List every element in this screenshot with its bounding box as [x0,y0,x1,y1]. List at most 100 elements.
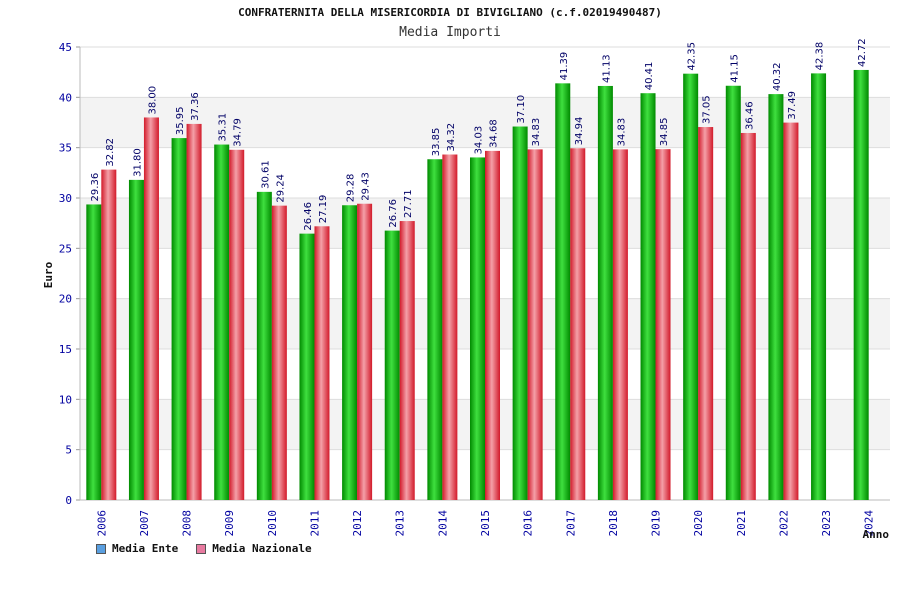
x-tick-label: 2008 [181,510,194,537]
legend-item-media-nazionale: Media Nazionale [196,542,312,555]
y-tick-label: 15 [59,343,72,356]
bar-media-ente [256,191,272,501]
data-label-media-nazionale: 37.36 [190,92,201,121]
bar-media-ente [384,230,400,500]
x-tick-label: 2007 [138,510,151,537]
bar-media-nazionale [783,122,799,500]
y-tick-label: 20 [59,293,72,306]
data-label-media-ente: 30.61 [260,160,271,189]
legend-label-media-ente: Media Ente [112,542,179,555]
x-tick-label: 2018 [607,510,620,537]
x-tick-label: 2013 [394,510,407,537]
data-label-media-ente: 35.95 [175,106,186,135]
data-label-media-ente: 35.31 [218,113,229,142]
bar-media-ente [512,126,528,500]
bar-media-ente [128,179,144,500]
data-label-media-nazionale: 38.00 [147,86,158,115]
data-label-media-nazionale: 34.68 [489,119,500,148]
y-tick-label: 5 [65,444,72,457]
data-label-media-nazionale: 34.85 [659,118,670,147]
data-label-media-nazionale: 34.32 [446,123,457,152]
bar-media-ente [86,204,102,500]
bar-media-ente [640,93,656,501]
data-label-media-nazionale: 34.83 [531,118,542,147]
data-label-media-nazionale: 27.71 [403,189,414,218]
bar-media-nazionale [143,117,159,500]
bar-media-nazionale [485,150,500,500]
x-tick-label: 2020 [692,510,705,537]
x-tick-label: 2023 [820,510,833,537]
bar-media-nazionale [186,123,202,500]
bar-media-nazionale [357,203,373,500]
x-tick-label: 2009 [223,510,236,537]
data-label-media-ente: 26.46 [303,202,314,231]
bar-media-nazionale [655,149,671,500]
bar-media-ente [853,69,869,501]
x-tick-label: 2014 [436,510,449,537]
bar-media-ente [725,85,741,501]
data-label-media-nazionale: 32.82 [105,138,116,167]
x-tick-label: 2017 [564,510,577,537]
data-label-media-nazionale: 37.49 [787,91,798,120]
x-tick-label: 2006 [95,510,108,537]
chart-title: CONFRATERNITA DELLA MISERICORDIA DI BIVI… [238,6,662,19]
data-label-media-ente: 42.72 [857,38,868,67]
data-label-media-ente: 34.03 [474,126,485,155]
legend-label-media-nazionale: Media Nazionale [212,542,312,555]
bar-media-nazionale [612,149,628,501]
chart-subtitle: Media Importi [399,25,501,40]
bar-media-ente [171,138,187,500]
legend-swatch-media-nazionale [196,543,207,554]
data-label-media-ente: 42.38 [815,42,826,71]
bar-media-ente [299,233,315,501]
x-tick-label: 2021 [735,510,748,537]
y-tick-label: 35 [59,142,72,155]
legend-swatch-media-ente [96,543,106,554]
bar-media-nazionale [527,149,543,501]
data-label-media-nazionale: 29.43 [361,172,372,201]
data-label-media-nazionale: 36.46 [744,101,755,130]
x-tick-label: 2015 [479,510,492,537]
legend-item-media-ente: Media Ente [96,542,178,555]
bar-media-nazionale [314,226,330,500]
data-label-media-nazionale: 29.24 [275,174,286,203]
data-label-media-nazionale: 34.83 [616,118,627,147]
y-tick-label: 45 [59,41,72,54]
data-label-media-ente: 29.36 [90,173,101,202]
bar-media-ente [214,144,230,500]
bar-media-nazionale [101,169,117,500]
data-label-media-ente: 26.76 [388,199,399,228]
bar-media-nazionale [399,221,415,500]
data-label-media-ente: 41.39 [559,52,570,81]
x-tick-label: 2022 [777,510,790,537]
y-tick-label: 25 [59,242,72,255]
data-label-media-ente: 37.10 [516,95,527,124]
data-label-media-ente: 41.15 [729,54,740,83]
data-label-media-ente: 40.41 [644,62,655,91]
bar-media-ente [683,73,699,500]
bar-media-nazionale [229,149,245,500]
bar-media-nazionale [698,127,714,500]
data-label-media-ente: 40.32 [772,62,783,91]
bar-media-nazionale [442,154,458,500]
y-tick-label: 40 [59,91,72,104]
bar-media-ente [470,157,485,500]
x-tick-label: 2010 [266,510,279,537]
bar-media-ente [555,83,571,500]
data-label-media-ente: 42.35 [687,42,698,71]
data-label-media-ente: 31.80 [132,148,143,177]
y-tick-label: 0 [65,494,72,507]
bar-media-nazionale [740,132,756,500]
y-axis-title: Euro [42,261,55,288]
data-label-media-nazionale: 34.94 [574,117,585,146]
y-tick-label: 30 [59,192,72,205]
data-label-media-nazionale: 27.19 [318,195,329,224]
y-tick-label: 10 [59,393,72,406]
bar-media-ente [811,73,827,500]
bar-media-ente [342,205,358,501]
data-label-media-ente: 41.13 [601,54,612,83]
bar-media-nazionale [570,148,586,500]
x-tick-label: 2024 [863,510,876,537]
data-label-media-nazionale: 34.79 [233,118,244,147]
bar-media-nazionale [271,205,287,500]
